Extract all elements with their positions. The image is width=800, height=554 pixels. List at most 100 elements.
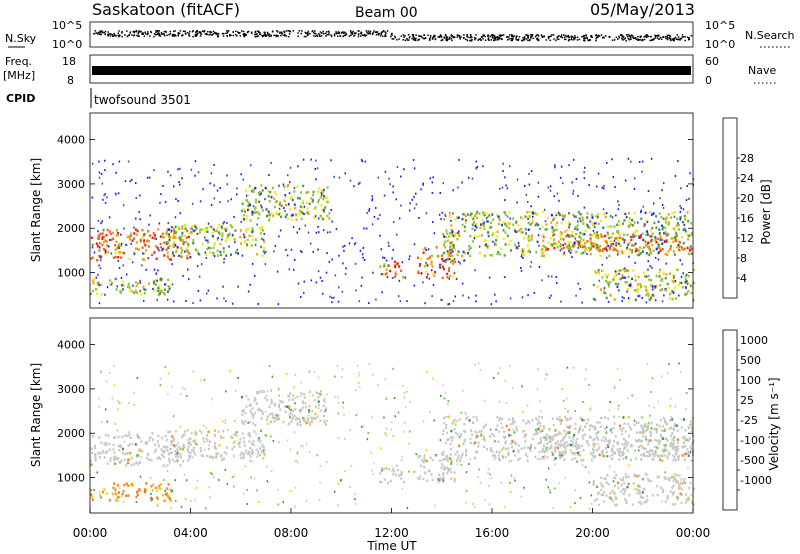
power-cell [675, 234, 678, 238]
power-cell [198, 253, 201, 256]
power-cell [472, 240, 475, 243]
velocity-cell [326, 419, 328, 422]
power-cell [553, 233, 556, 236]
power-cell [608, 236, 611, 240]
velocity-cell [685, 498, 688, 501]
velocity-cell [317, 396, 320, 399]
nsky-point [423, 34, 425, 36]
velocity-cell [517, 458, 520, 462]
power-cell [155, 272, 157, 275]
velocity-cell [213, 476, 215, 478]
velocity-cell [633, 475, 636, 478]
velocity-cell [94, 445, 96, 448]
velocity-cell [120, 459, 123, 462]
velocity-cell [651, 452, 654, 456]
nsky-point [180, 34, 183, 37]
velocity-cell [625, 501, 628, 504]
power-cell [649, 250, 652, 254]
velocity-cell [440, 466, 443, 470]
nsky-point [173, 35, 175, 37]
velocity-cell [444, 391, 447, 394]
velocity-cell [582, 401, 584, 403]
nsky-point [445, 38, 448, 40]
power-cell [337, 300, 340, 303]
nave-tick-bottom: 0 [705, 74, 712, 87]
power-cell [481, 213, 484, 217]
power-cell [444, 240, 447, 244]
power-cell [446, 239, 449, 242]
power-cell [680, 282, 683, 285]
velocity-cell [675, 452, 678, 455]
velocity-cell [171, 435, 174, 438]
nsky-point [273, 34, 275, 37]
nsky-point [646, 34, 649, 36]
velocity-cell [650, 421, 653, 425]
velocity-cell [545, 446, 548, 450]
nsky-point [669, 38, 672, 41]
power-cell [142, 234, 145, 238]
velocity-cell [687, 497, 690, 501]
power-cell [104, 293, 106, 296]
velocity-cell [237, 377, 240, 379]
velocity-cell [366, 438, 369, 441]
nsky-point [109, 35, 112, 37]
velocity-cell [169, 430, 172, 433]
power-cell [623, 297, 625, 300]
velocity-cell [400, 470, 403, 474]
power-cell [210, 225, 213, 229]
nsky-point [314, 32, 317, 35]
power-cell [645, 293, 648, 297]
velocity-cell [212, 455, 215, 459]
power-cell [100, 293, 103, 296]
nsky-point [404, 39, 406, 42]
nsky-point [177, 35, 179, 37]
power-cell [680, 187, 682, 190]
velocity-cell [673, 439, 675, 443]
velocity-cell [112, 486, 115, 490]
nsky-point [157, 33, 159, 35]
power-cell [486, 220, 488, 223]
power-cell [654, 238, 657, 242]
velocity-cell [106, 420, 108, 423]
power-cell [666, 282, 669, 286]
power-cell [158, 284, 161, 288]
nsky-point [133, 34, 135, 37]
power-cell [120, 233, 122, 236]
power-cell [174, 244, 177, 247]
velocity-cell [473, 506, 476, 509]
velocity-cell [688, 452, 691, 455]
velocity-cell [415, 453, 417, 456]
power-cell [99, 267, 102, 270]
power-cell [658, 271, 661, 274]
velocity-cell [482, 426, 485, 429]
power-cell [604, 291, 607, 295]
power-cell [122, 204, 125, 207]
velocity-cell [620, 479, 623, 482]
velocity-cell [673, 473, 676, 476]
velocity-cell [689, 420, 692, 423]
power-cell [132, 284, 134, 287]
power-cell [573, 242, 575, 245]
power-cell [679, 216, 682, 219]
velocity-cell [551, 417, 554, 420]
nsky-point [196, 30, 198, 32]
nsky-point [309, 32, 311, 35]
power-cell [213, 243, 216, 246]
velocity-cell [174, 455, 177, 458]
power-cell [99, 246, 101, 249]
velocity-cell [300, 395, 302, 397]
power-cell [483, 239, 486, 242]
velocity-cell [513, 431, 516, 434]
nsky-point [470, 36, 472, 38]
power-cell [495, 239, 498, 242]
velocity-cell [115, 493, 118, 496]
power-cell [528, 173, 530, 175]
nsky-point [584, 37, 586, 40]
velocity-cell [539, 437, 542, 441]
nsky-point [415, 34, 417, 36]
power-cell [475, 212, 478, 216]
velocity-cell [604, 416, 607, 419]
velocity-cell [248, 450, 251, 454]
power-cell [218, 224, 221, 227]
velocity-cell [689, 481, 692, 485]
